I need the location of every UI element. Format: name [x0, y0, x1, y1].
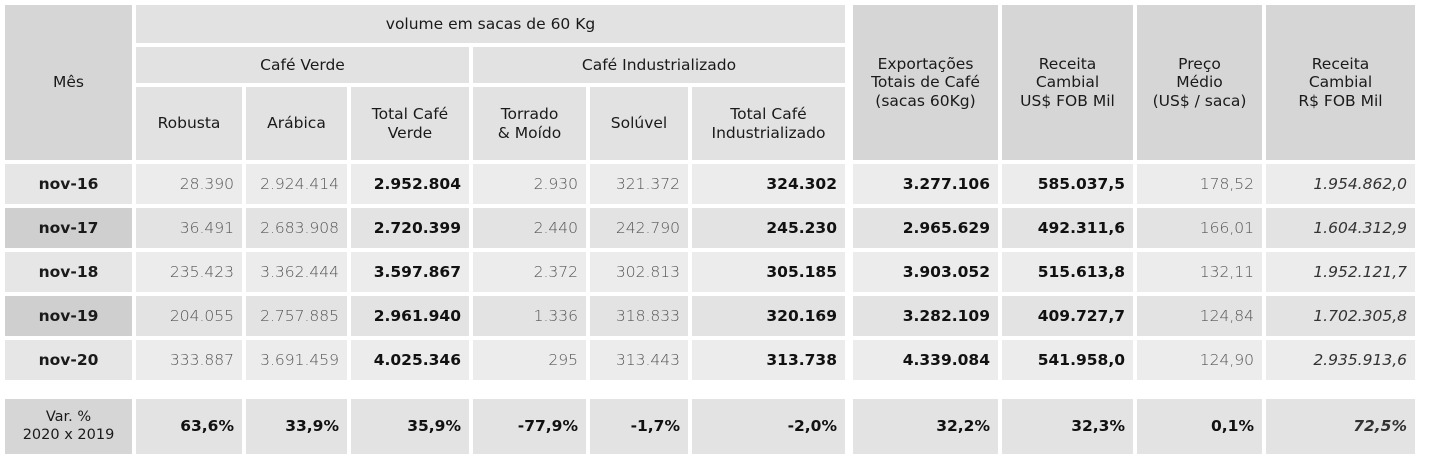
header-total-verde: Total Café Verde	[351, 87, 469, 160]
var-export: 32,2%	[853, 399, 998, 454]
table-row: nov-18 235.423 3.362.444 3.597.867 2.372…	[5, 252, 1415, 292]
cell-robusta: 333.887	[136, 340, 242, 380]
cell-soluvel: 321.372	[590, 164, 688, 204]
cell-torrado: 2.440	[473, 208, 586, 248]
var-robusta: 63,6%	[136, 399, 242, 454]
header-receita-brl: Receita Cambial R$ FOB Mil	[1266, 5, 1415, 160]
cell-robusta: 28.390	[136, 164, 242, 204]
row-month: nov-19	[5, 296, 132, 336]
row-month: nov-18	[5, 252, 132, 292]
cell-receita-usd: 492.311,6	[1002, 208, 1133, 248]
cell-torrado: 2.930	[473, 164, 586, 204]
var-soluvel: -1,7%	[590, 399, 688, 454]
cell-total-ind: 324.302	[692, 164, 845, 204]
cell-soluvel: 318.833	[590, 296, 688, 336]
header-arabica: Arábica	[246, 87, 347, 160]
cell-export: 3.282.109	[853, 296, 998, 336]
var-arabica: 33,9%	[246, 399, 347, 454]
cell-torrado: 295	[473, 340, 586, 380]
cell-robusta: 36.491	[136, 208, 242, 248]
header-torrado: Torrado & Moído	[473, 87, 586, 160]
cell-total-ind: 313.738	[692, 340, 845, 380]
cell-preco: 124,90	[1137, 340, 1262, 380]
cell-total-ind: 320.169	[692, 296, 845, 336]
row-month: nov-17	[5, 208, 132, 248]
cell-receita-brl: 2.935.913,6	[1266, 340, 1415, 380]
header-total-ind: Total Café Industrializado	[692, 87, 845, 160]
cell-total-verde: 4.025.346	[351, 340, 469, 380]
cell-robusta: 204.055	[136, 296, 242, 336]
header-cafe-industrializado: Café Industrializado	[473, 47, 845, 83]
cell-receita-usd: 409.727,7	[1002, 296, 1133, 336]
cell-torrado: 1.336	[473, 296, 586, 336]
cell-receita-brl: 1.954.862,0	[1266, 164, 1415, 204]
table-row: nov-19 204.055 2.757.885 2.961.940 1.336…	[5, 296, 1415, 336]
var-total-ind: -2,0%	[692, 399, 845, 454]
header-soluvel: Solúvel	[590, 87, 688, 160]
row-month: nov-16	[5, 164, 132, 204]
cell-total-verde: 2.720.399	[351, 208, 469, 248]
table-row: nov-17 36.491 2.683.908 2.720.399 2.440 …	[5, 208, 1415, 248]
cell-receita-usd: 585.037,5	[1002, 164, 1133, 204]
row-month: nov-20	[5, 340, 132, 380]
cell-preco: 124,84	[1137, 296, 1262, 336]
variation-label: Var. % 2020 x 2019	[5, 399, 132, 454]
cell-export: 3.903.052	[853, 252, 998, 292]
cell-export: 2.965.629	[853, 208, 998, 248]
cell-preco: 132,11	[1137, 252, 1262, 292]
var-torrado: -77,9%	[473, 399, 586, 454]
header-robusta: Robusta	[136, 87, 242, 160]
cell-total-ind: 305.185	[692, 252, 845, 292]
cell-receita-brl: 1.952.121,7	[1266, 252, 1415, 292]
cell-receita-usd: 515.613,8	[1002, 252, 1133, 292]
cell-total-ind: 245.230	[692, 208, 845, 248]
cell-total-verde: 2.952.804	[351, 164, 469, 204]
var-total-verde: 35,9%	[351, 399, 469, 454]
cell-soluvel: 313.443	[590, 340, 688, 380]
cell-arabica: 3.691.459	[246, 340, 347, 380]
header-mes: Mês	[5, 5, 132, 160]
var-receita-brl: 72,5%	[1266, 399, 1415, 454]
table-row: nov-16 28.390 2.924.414 2.952.804 2.930 …	[5, 164, 1415, 204]
variation-row: Var. % 2020 x 2019 63,6% 33,9% 35,9% -77,…	[5, 399, 1415, 454]
header-cafe-verde: Café Verde	[136, 47, 469, 83]
cell-receita-usd: 541.958,0	[1002, 340, 1133, 380]
header-volume: volume em sacas de 60 Kg	[136, 5, 845, 43]
header-receita-usd: Receita Cambial US$ FOB Mil	[1002, 5, 1133, 160]
table-row: nov-20 333.887 3.691.459 4.025.346 295 3…	[5, 340, 1415, 380]
header-preco-medio: Preço Médio (US$ / saca)	[1137, 5, 1262, 160]
cell-arabica: 2.683.908	[246, 208, 347, 248]
cell-export: 4.339.084	[853, 340, 998, 380]
cell-torrado: 2.372	[473, 252, 586, 292]
var-preco: 0,1%	[1137, 399, 1262, 454]
cell-arabica: 3.362.444	[246, 252, 347, 292]
var-receita-usd: 32,3%	[1002, 399, 1133, 454]
cell-arabica: 2.924.414	[246, 164, 347, 204]
cell-preco: 178,52	[1137, 164, 1262, 204]
cell-soluvel: 302.813	[590, 252, 688, 292]
cell-preco: 166,01	[1137, 208, 1262, 248]
cell-export: 3.277.106	[853, 164, 998, 204]
cell-soluvel: 242.790	[590, 208, 688, 248]
coffee-exports-table: Mês volume em sacas de 60 Kg Exportações…	[1, 1, 1419, 458]
cell-robusta: 235.423	[136, 252, 242, 292]
cell-receita-brl: 1.702.305,8	[1266, 296, 1415, 336]
header-exportacoes: Exportações Totais de Café (sacas 60Kg)	[853, 5, 998, 160]
cell-arabica: 2.757.885	[246, 296, 347, 336]
cell-total-verde: 3.597.867	[351, 252, 469, 292]
cell-total-verde: 2.961.940	[351, 296, 469, 336]
cell-receita-brl: 1.604.312,9	[1266, 208, 1415, 248]
